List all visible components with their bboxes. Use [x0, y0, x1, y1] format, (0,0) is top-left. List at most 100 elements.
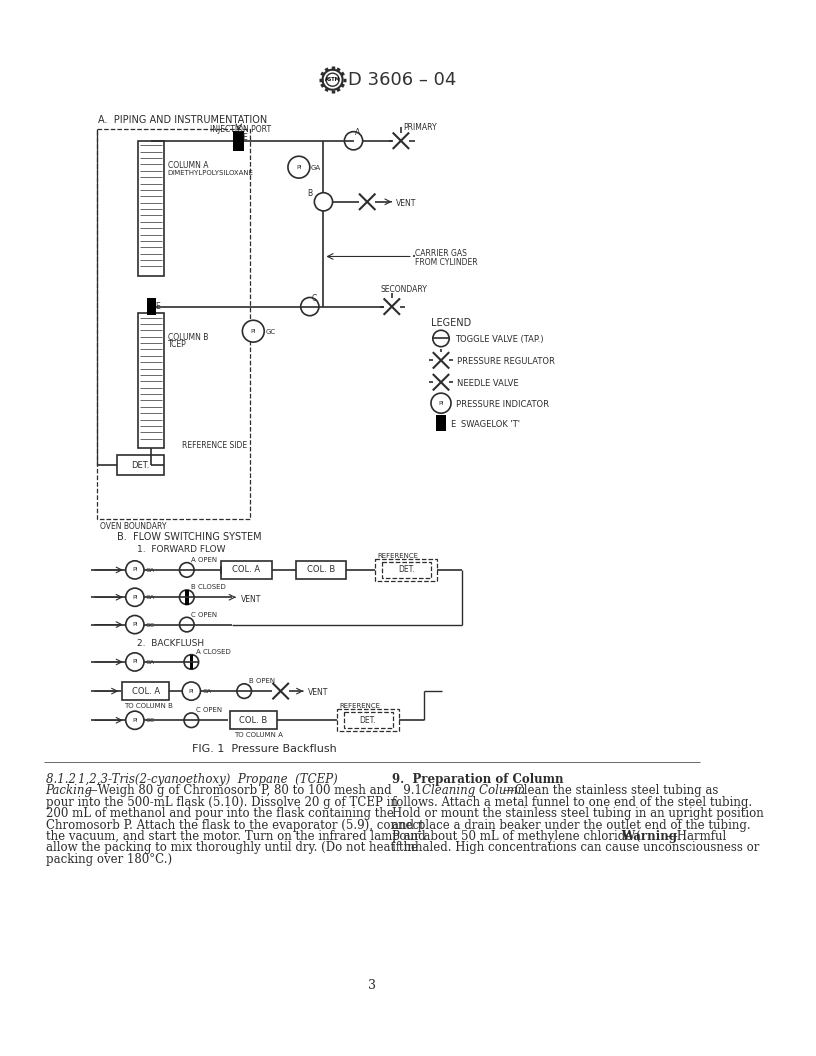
Text: A OPEN: A OPEN — [191, 558, 218, 563]
Text: TO COLUMN A: TO COLUMN A — [234, 732, 283, 738]
Text: GA: GA — [146, 660, 155, 665]
Text: COLUMN A: COLUMN A — [167, 161, 208, 170]
Text: SWAGELOK 'T': SWAGELOK 'T' — [461, 419, 520, 429]
Text: PI: PI — [132, 622, 138, 627]
Text: FIG. 1  Pressure Backflush: FIG. 1 Pressure Backflush — [192, 743, 337, 754]
Circle shape — [182, 682, 201, 700]
Text: B: B — [307, 189, 313, 199]
Text: VENT: VENT — [241, 595, 261, 604]
Circle shape — [126, 616, 144, 634]
Text: REFERENCE: REFERENCE — [339, 703, 380, 709]
Text: C OPEN: C OPEN — [191, 611, 218, 618]
Text: A CLOSED: A CLOSED — [196, 649, 231, 655]
Text: GA: GA — [311, 166, 321, 171]
Text: —Clean the stainless steel tubing as: —Clean the stainless steel tubing as — [503, 785, 718, 797]
Text: —Harmful: —Harmful — [665, 830, 726, 843]
Circle shape — [126, 653, 144, 671]
Bar — [229, 711, 277, 730]
Text: follows. Attach a metal funnel to one end of the steel tubing.: follows. Attach a metal funnel to one en… — [392, 796, 752, 809]
Circle shape — [180, 590, 194, 604]
Text: REFERENCE SIDE: REFERENCE SIDE — [182, 440, 247, 450]
Text: TCEP: TCEP — [167, 340, 186, 350]
Circle shape — [322, 70, 343, 90]
Text: TO COLUMN B: TO COLUMN B — [124, 703, 173, 709]
Circle shape — [184, 655, 198, 670]
Bar — [382, 562, 431, 578]
Text: TOGGLE VALVE (TAP.): TOGGLE VALVE (TAP.) — [455, 335, 543, 344]
Text: PI: PI — [132, 659, 138, 664]
Text: GC: GC — [146, 718, 155, 723]
Text: FROM CYLINDER: FROM CYLINDER — [415, 259, 477, 267]
Text: GA: GA — [202, 690, 211, 694]
Text: PRIMARY: PRIMARY — [404, 124, 437, 132]
Text: B CLOSED: B CLOSED — [191, 584, 226, 590]
Circle shape — [126, 588, 144, 606]
Bar — [139, 313, 164, 448]
Text: COL. A: COL. A — [232, 565, 260, 574]
Text: B.  FLOW SWITCHING SYSTEM: B. FLOW SWITCHING SYSTEM — [117, 531, 261, 542]
Text: 8.1.2: 8.1.2 — [46, 773, 83, 786]
Text: 9.  Preparation of Column: 9. Preparation of Column — [392, 773, 563, 786]
Text: E: E — [155, 302, 160, 312]
Circle shape — [300, 298, 319, 316]
Text: E: E — [242, 133, 247, 142]
Text: PI: PI — [188, 689, 194, 694]
Text: GC: GC — [265, 329, 275, 336]
Text: Packing: Packing — [46, 785, 92, 797]
Text: PI: PI — [296, 165, 302, 170]
Text: PI: PI — [132, 595, 138, 600]
Text: —Weigh 80 g of Chromosorb P, 80 to 100 mesh and: —Weigh 80 g of Chromosorb P, 80 to 100 m… — [86, 785, 392, 797]
Text: D 3606 – 04: D 3606 – 04 — [348, 71, 456, 89]
Bar — [344, 712, 392, 729]
Bar — [189, 655, 193, 670]
Text: PRESSURE INDICATOR: PRESSURE INDICATOR — [455, 399, 548, 409]
Text: Pour about 50 mL of methylene chloride (: Pour about 50 mL of methylene chloride ( — [392, 830, 641, 843]
Text: PI: PI — [251, 328, 256, 334]
Circle shape — [126, 561, 144, 579]
Text: PI: PI — [132, 567, 138, 572]
Text: 200 mL of methanol and pour into the flask containing the: 200 mL of methanol and pour into the fla… — [46, 807, 393, 821]
Text: COLUMN B: COLUMN B — [167, 333, 208, 342]
Text: Cleaning Column: Cleaning Column — [422, 785, 526, 797]
Text: DET.: DET. — [398, 565, 415, 574]
Text: Chromosorb P. Attach the flask to the evaporator (5.9), connect: Chromosorb P. Attach the flask to the ev… — [46, 818, 424, 832]
Text: LEGEND: LEGEND — [431, 319, 471, 328]
Text: GA: GA — [146, 596, 155, 601]
Text: GC: GC — [146, 623, 155, 627]
Text: pour into the 500-mL flask (5.10). Dissolve 20 g of TCEP in: pour into the 500-mL flask (5.10). Disso… — [46, 796, 397, 809]
Bar — [337, 710, 399, 731]
Text: ASTM: ASTM — [325, 77, 340, 82]
Circle shape — [184, 713, 198, 728]
Bar — [147, 299, 156, 315]
Circle shape — [344, 132, 362, 150]
Text: VENT: VENT — [397, 200, 417, 208]
Circle shape — [237, 684, 251, 698]
Text: COL. B: COL. B — [239, 716, 268, 724]
Text: C: C — [312, 294, 317, 303]
Text: if inhaled. High concentrations can cause unconsciousness or: if inhaled. High concentrations can caus… — [392, 842, 759, 854]
Circle shape — [288, 156, 310, 178]
Bar — [185, 590, 188, 604]
Text: allow the packing to mix thoroughly until dry. (Do not heat the: allow the packing to mix thoroughly unti… — [46, 842, 418, 854]
Circle shape — [314, 192, 333, 211]
Bar — [221, 561, 272, 579]
Bar — [117, 455, 164, 475]
Circle shape — [126, 711, 144, 730]
Text: and place a drain beaker under the outlet end of the tubing.: and place a drain beaker under the outle… — [392, 818, 751, 832]
Text: VENT: VENT — [308, 689, 328, 697]
Circle shape — [180, 618, 194, 631]
Text: COL. A: COL. A — [131, 686, 160, 696]
Text: CARRIER GAS: CARRIER GAS — [415, 249, 467, 258]
Text: PRESSURE REGULATOR: PRESSURE REGULATOR — [458, 357, 555, 365]
Text: 1,2,3-Tris(2-cyanoethoxy)  Propane  (TCEP): 1,2,3-Tris(2-cyanoethoxy) Propane (TCEP) — [78, 773, 338, 786]
Bar — [233, 131, 244, 151]
Text: 1.  FORWARD FLOW: 1. FORWARD FLOW — [136, 545, 225, 554]
Text: REFERENCE: REFERENCE — [377, 552, 419, 559]
Text: Hold or mount the stainless steel tubing in an upright position: Hold or mount the stainless steel tubing… — [392, 807, 764, 821]
Text: GA: GA — [146, 568, 155, 573]
Text: OVEN BOUNDARY: OVEN BOUNDARY — [100, 522, 166, 530]
Text: 3: 3 — [368, 979, 375, 992]
Text: NEEDLE VALVE: NEEDLE VALVE — [458, 379, 519, 388]
Bar — [122, 682, 170, 700]
Circle shape — [326, 73, 339, 87]
